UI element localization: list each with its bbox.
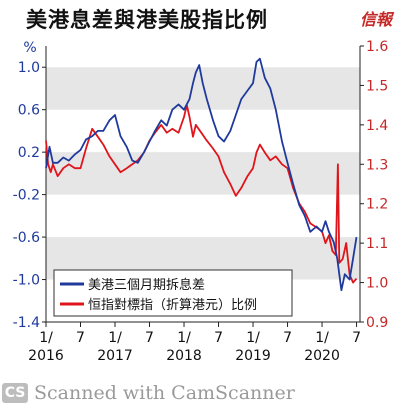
line-chart: %1.00.60.2-0.2-0.6-1.0-1.4 1.61.51.41.31…: [13, 39, 389, 364]
watermark-text: Scanned with CamScanner: [34, 382, 295, 404]
right-tick-label: 1.0: [366, 276, 388, 292]
x-tick-label: 1/: [315, 330, 329, 346]
x-year-label: 2018: [166, 348, 202, 364]
legend-label: 美港三個月期拆息差: [88, 277, 205, 293]
x-tick-label: 7: [352, 330, 361, 346]
right-axis: 1.6 1.5 1.4 1.3 1.2 1.1 1.0 0.9: [360, 39, 388, 331]
left-tick-label: -0.6: [13, 230, 40, 246]
left-axis-unit: %: [23, 40, 36, 56]
left-axis: % 1.0 0.6 0.2 -0.2 -0.6 -1.0 -1.4: [13, 40, 46, 331]
left-tick-label: -1.0: [13, 273, 40, 289]
right-tick-label: 1.6: [366, 39, 388, 55]
series-line-index-ratio: [45, 104, 358, 284]
publisher-logo: 信報: [359, 10, 392, 29]
grid-band: [46, 67, 360, 110]
x-year-label: 2020: [304, 348, 340, 364]
x-axis: 1/2016 7 1/2017 7 1/2018 7 1/2019 7 1/2020 7: [28, 322, 361, 364]
grid-band: [46, 152, 360, 195]
x-year-label: 2016: [28, 348, 64, 364]
right-tick-label: 0.9: [366, 315, 388, 331]
x-tick-label: 7: [283, 330, 292, 346]
scanner-watermark: CS Scanned with CamScanner: [2, 380, 295, 406]
right-tick-label: 1.5: [366, 78, 388, 94]
left-tick-label: -1.4: [13, 315, 40, 331]
x-year-label: 2017: [97, 348, 133, 364]
left-tick-label: 0.6: [18, 103, 40, 119]
chart-title: 美港息差與港美股指比例: [26, 8, 268, 32]
x-tick-label: 7: [214, 330, 223, 346]
right-tick-label: 1.1: [366, 236, 388, 252]
right-tick-label: 1.4: [366, 118, 388, 134]
x-tick-label: 1/: [177, 330, 191, 346]
plot-frame: [45, 46, 361, 323]
x-tick-label: 7: [76, 330, 85, 346]
x-tick-label: 1/: [108, 330, 122, 346]
right-tick-label: 1.3: [366, 157, 388, 173]
left-tick-label: 0.2: [18, 145, 40, 161]
legend-box: [53, 269, 293, 317]
right-tick-label: 1.2: [366, 197, 388, 213]
left-tick-label: 1.0: [18, 60, 40, 76]
legend-label: 恒指對標指（折算港元）比例: [88, 298, 257, 313]
left-tick-label: -0.2: [13, 188, 40, 204]
x-tick-label: 1/: [39, 330, 53, 346]
camscanner-logo: CS: [2, 383, 28, 403]
series-lines: [45, 57, 358, 292]
x-year-label: 2019: [235, 348, 271, 364]
x-tick-label: 1/: [246, 330, 260, 346]
series-line-rate-spread: [45, 57, 358, 292]
grid-band: [46, 46, 360, 68]
x-tick-label: 7: [145, 330, 154, 346]
